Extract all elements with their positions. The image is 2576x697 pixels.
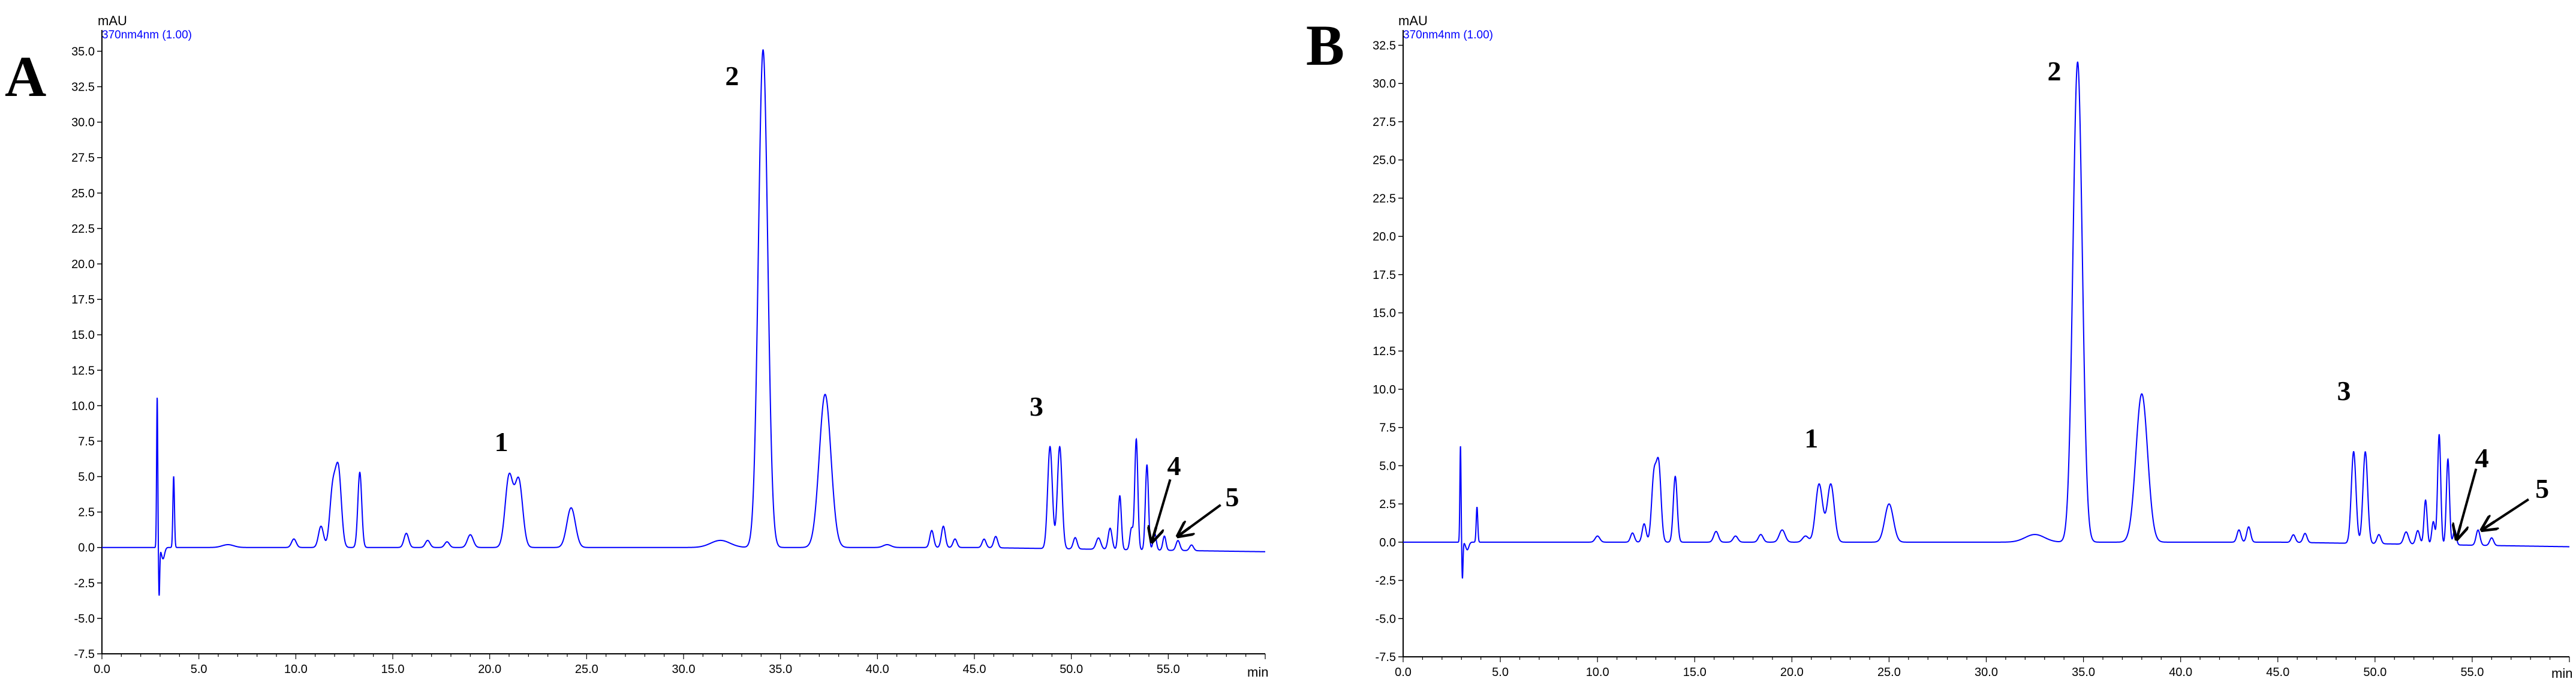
y-tick-label: 2.5 bbox=[78, 506, 95, 519]
peak-pointer-arrow bbox=[2457, 468, 2478, 539]
y-tick-label: 2.5 bbox=[1379, 498, 1396, 511]
peak-number-label: 1 bbox=[1804, 423, 1818, 453]
y-axis-unit-a: mAU bbox=[98, 13, 127, 28]
y-tick-label: 12.5 bbox=[71, 364, 95, 377]
y-tick-label: 12.5 bbox=[1373, 345, 1396, 358]
y-tick-label: 10.0 bbox=[1373, 383, 1396, 396]
x-axis-unit-a: min bbox=[1247, 665, 1268, 680]
x-tick-label: 10.0 bbox=[284, 663, 308, 676]
x-tick-label: 20.0 bbox=[1780, 666, 1804, 679]
y-ticks-a: -7.5 -5.0 -2.5 0.0 2.5 5.0 7.5 10.0 12.5 15.0 17.5… bbox=[71, 45, 102, 661]
peak-number-label: 5 bbox=[1226, 482, 1239, 512]
chromatogram-trace-a bbox=[102, 49, 1266, 596]
x-tick-label: 15.0 bbox=[1683, 666, 1707, 679]
y-tick-label: 32.5 bbox=[1373, 39, 1396, 52]
x-tick-label: 50.0 bbox=[1060, 663, 1083, 676]
y-tick-label: 32.5 bbox=[71, 81, 95, 94]
y-tick-label: 15.0 bbox=[1373, 307, 1396, 320]
y-tick-label: 20.0 bbox=[71, 258, 95, 271]
x-ticks-a: 0.0 5.0 10.0 15.0 20.0 25.0 30.0 35.0 40.0 45.0 50… bbox=[94, 654, 1266, 676]
peak-number-label: 4 bbox=[1167, 450, 1181, 481]
channel-legend-a: 370nm4nm (1.00) bbox=[102, 29, 192, 41]
y-tick-label: 10.0 bbox=[71, 399, 95, 413]
x-tick-label: 35.0 bbox=[769, 663, 792, 676]
peak-number-label: 5 bbox=[2535, 473, 2549, 504]
y-tick-label: 30.0 bbox=[1373, 77, 1396, 91]
y-tick-label: 25.0 bbox=[1373, 154, 1396, 167]
x-tick-label: 25.0 bbox=[575, 663, 598, 676]
y-tick-label: 0.0 bbox=[78, 542, 95, 555]
panel-label-b: B bbox=[1306, 13, 1344, 77]
peak-number-label: 2 bbox=[725, 61, 739, 91]
x-tick-label: 0.0 bbox=[94, 663, 110, 676]
y-tick-label: -5.0 bbox=[1376, 612, 1396, 626]
x-tick-label: 45.0 bbox=[2266, 666, 2289, 679]
x-tick-label: 30.0 bbox=[1975, 666, 1998, 679]
y-tick-label: 5.0 bbox=[78, 471, 95, 484]
chart-panel-a: A mAU 370nm4nm (1.00) -7.5 -5.0 -2.5 0.0 2.5… bbox=[5, 13, 1268, 680]
x-tick-label: 0.0 bbox=[1395, 666, 1412, 679]
plot-area-a: -7.5-5.0-2.50.02.55.07.510.012.515.017.5… bbox=[71, 30, 1268, 680]
peak-pointer-arrow bbox=[1152, 479, 1172, 542]
x-tick-label: 5.0 bbox=[1492, 666, 1509, 679]
x-tick-label: 40.0 bbox=[2169, 666, 2192, 679]
y-tick-label: 0.0 bbox=[1379, 536, 1396, 549]
peak-number-label: 3 bbox=[2337, 375, 2351, 406]
y-tick-label: 20.0 bbox=[1373, 230, 1396, 244]
x-tick-label: 25.0 bbox=[1877, 666, 1901, 679]
x-tick-label: 55.0 bbox=[2460, 666, 2484, 679]
channel-legend-b: 370nm4nm (1.00) bbox=[1403, 29, 1493, 41]
y-tick-label: -2.5 bbox=[74, 577, 95, 590]
y-tick-label: 27.5 bbox=[71, 152, 95, 165]
y-tick-label: 7.5 bbox=[1379, 422, 1396, 435]
plot-area-b: -7.5-5.0-2.50.02.55.07.510.012.515.017.5… bbox=[1373, 30, 2572, 681]
y-ticks-b: -7.5 -5.0 -2.5 0.0 2.5 5.0 7.5 10.0 12.5 15.0 17.5… bbox=[1373, 39, 1403, 664]
y-tick-label: 7.5 bbox=[78, 435, 95, 448]
x-tick-label: 40.0 bbox=[866, 663, 889, 676]
chromatogram-trace-b bbox=[1403, 61, 2570, 579]
x-tick-label: 5.0 bbox=[191, 663, 207, 676]
x-ticks-b: 0.0 5.0 10.0 15.0 20.0 25.0 30.0 35.0 40.0 45.0 50… bbox=[1395, 657, 2570, 679]
x-tick-label: 30.0 bbox=[672, 663, 696, 676]
y-tick-label: -2.5 bbox=[1376, 575, 1396, 588]
x-tick-label: 50.0 bbox=[2363, 666, 2387, 679]
peak-pointer-arrow bbox=[1178, 504, 1221, 536]
peak-number-label: 1 bbox=[495, 426, 508, 457]
x-tick-label: 15.0 bbox=[381, 663, 405, 676]
y-tick-label: 27.5 bbox=[1373, 116, 1396, 129]
y-tick-label: 30.0 bbox=[71, 116, 95, 130]
peak-number-label: 2 bbox=[2047, 56, 2061, 86]
peak-annotations-a: 1 2 3 4 5 bbox=[495, 61, 1239, 542]
y-tick-label: 35.0 bbox=[71, 45, 95, 58]
peak-annotations-b: 1 2 3 4 5 bbox=[1804, 56, 2549, 539]
y-tick-label: 25.0 bbox=[71, 187, 95, 200]
y-tick-label: 17.5 bbox=[1373, 269, 1396, 282]
y-tick-label: 22.5 bbox=[1373, 192, 1396, 205]
x-tick-label: 10.0 bbox=[1586, 666, 1609, 679]
x-tick-label: 45.0 bbox=[963, 663, 986, 676]
x-axis-unit-b: min bbox=[2551, 666, 2572, 681]
y-axis-unit-b: mAU bbox=[1398, 13, 1428, 28]
x-tick-label: 20.0 bbox=[478, 663, 501, 676]
peak-number-label: 4 bbox=[2475, 443, 2489, 473]
y-tick-label: 15.0 bbox=[71, 329, 95, 342]
peak-number-label: 3 bbox=[1030, 391, 1043, 422]
chart-panel-b: B mAU 370nm4nm (1.00) -7.5 -5.0 -2.5 0.0 2.5… bbox=[1306, 13, 2572, 681]
y-tick-label: -7.5 bbox=[1376, 651, 1396, 664]
peak-pointer-arrow bbox=[2482, 498, 2530, 530]
y-tick-label: -5.0 bbox=[74, 612, 95, 626]
x-tick-label: 55.0 bbox=[1157, 663, 1180, 676]
x-tick-label: 35.0 bbox=[2072, 666, 2095, 679]
y-tick-label: -7.5 bbox=[74, 648, 95, 661]
y-tick-label: 5.0 bbox=[1379, 459, 1396, 473]
y-tick-label: 22.5 bbox=[71, 223, 95, 236]
panel-label-a: A bbox=[5, 44, 46, 109]
y-tick-label: 17.5 bbox=[71, 293, 95, 307]
